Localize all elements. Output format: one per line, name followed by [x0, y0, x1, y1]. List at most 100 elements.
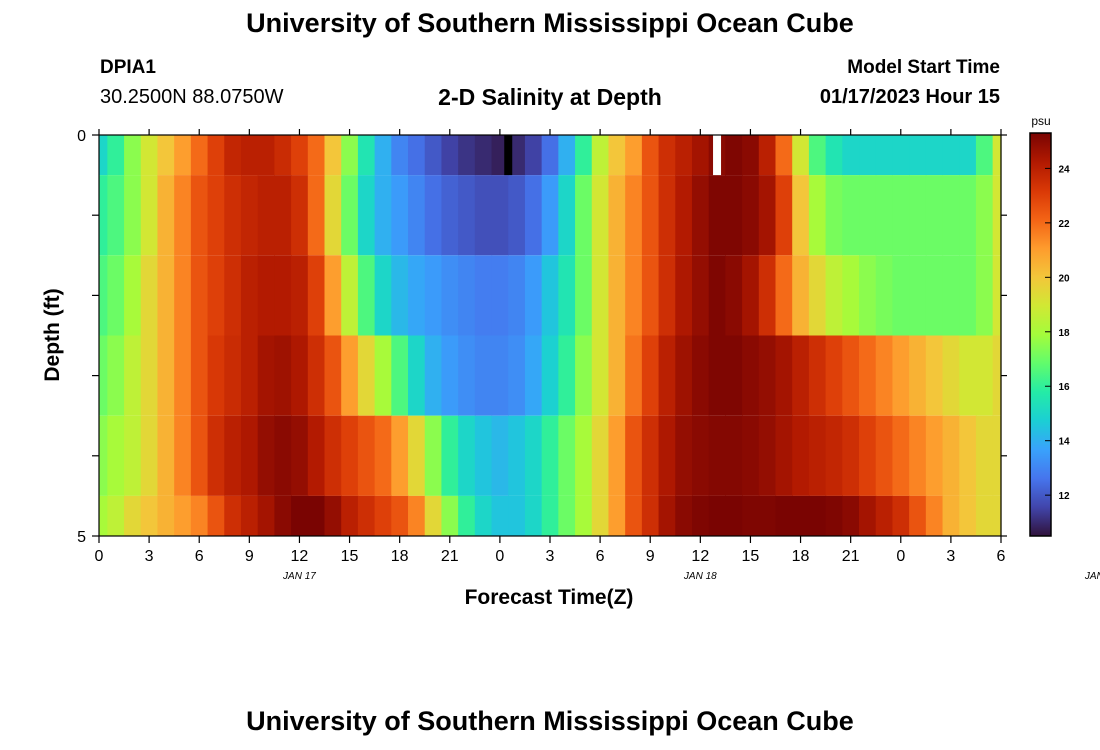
heatmap-cell	[842, 335, 860, 416]
heatmap-cell	[859, 335, 877, 416]
heatmap-cell	[875, 175, 894, 256]
heatmap-cell	[558, 135, 576, 176]
heatmap-cells	[99, 135, 1002, 536]
heatmap-cell	[575, 495, 593, 536]
heatmap-cell	[825, 135, 843, 176]
colorbar-tick-label: 24	[1058, 164, 1070, 175]
heatmap-cell	[541, 495, 559, 536]
heatmap-cell	[691, 255, 710, 336]
heatmap-cell	[641, 415, 660, 496]
heatmap-cell	[524, 175, 543, 256]
heatmap-cell	[257, 335, 275, 416]
heatmap-cell	[441, 255, 459, 336]
heatmap-cell	[892, 495, 910, 536]
heatmap-cell	[508, 415, 526, 496]
heatmap-cell	[842, 415, 860, 496]
heatmap-cell	[675, 175, 693, 256]
heatmap-cell	[424, 415, 443, 496]
heatmap-cell	[391, 335, 409, 416]
heatmap-cell	[975, 495, 994, 536]
heatmap-cell	[808, 495, 827, 536]
heatmap-cell	[775, 135, 793, 176]
heatmap-cell	[207, 495, 225, 536]
heatmap-cell	[742, 415, 760, 496]
heatmap-cell	[575, 175, 593, 256]
heatmap-cell	[357, 495, 376, 536]
heatmap-cell	[174, 175, 192, 256]
heatmap-cell	[992, 135, 1002, 176]
heatmap-cell	[541, 135, 559, 176]
heatmap-cell	[324, 415, 342, 496]
heatmap-cell	[658, 335, 676, 416]
x-tick-label: 15	[341, 548, 359, 565]
y-tick-label: 0	[77, 128, 86, 145]
heatmap-cell	[859, 495, 877, 536]
heatmap-cell	[124, 415, 142, 496]
heatmap-cell	[775, 335, 793, 416]
heatmap-cell	[207, 175, 225, 256]
heatmap-cell	[691, 175, 710, 256]
x-tick-label: 18	[792, 548, 810, 565]
heatmap-cell	[825, 495, 843, 536]
heatmap-cell	[207, 135, 225, 176]
heatmap-cell	[675, 335, 693, 416]
colorbar-gradient	[1029, 132, 1052, 537]
heatmap-cell	[157, 495, 175, 536]
heatmap-cell	[691, 335, 710, 416]
heatmap-cell	[140, 495, 159, 536]
x-tick-label: 6	[997, 548, 1006, 565]
heatmap-cell	[792, 495, 810, 536]
heatmap-cell	[391, 135, 409, 176]
heatmap-cell	[424, 255, 443, 336]
heatmap-cell	[441, 335, 459, 416]
heatmap-cell	[240, 135, 259, 176]
heatmap-cell	[424, 495, 443, 536]
heatmap-cell	[909, 135, 927, 176]
heatmap-cell	[240, 415, 259, 496]
heatmap-cell	[708, 495, 726, 536]
heatmap-cell	[775, 495, 793, 536]
heatmap-cell	[875, 335, 894, 416]
colorbar: psu 12 14 16 18 20 22 24	[1029, 114, 1070, 537]
heatmap-cell	[792, 335, 810, 416]
date-label: JAN 17	[282, 571, 316, 582]
heatmap-cell	[274, 335, 292, 416]
heatmap-cell	[491, 415, 509, 496]
heatmap-cell	[875, 255, 894, 336]
heatmap-cell	[107, 495, 125, 536]
heatmap-cell	[909, 255, 927, 336]
heatmap-cell	[608, 415, 626, 496]
heatmap-cell	[625, 255, 643, 336]
heatmap-cell	[374, 135, 392, 176]
heatmap-cell	[324, 495, 342, 536]
heatmap-cell	[558, 255, 576, 336]
heatmap-cell	[157, 335, 175, 416]
heatmap-cell	[925, 135, 944, 176]
heatmap-cell	[274, 175, 292, 256]
heatmap-cell	[391, 495, 409, 536]
heatmap-cell	[357, 335, 376, 416]
heatmap-cell	[474, 135, 493, 176]
heatmap-cell	[725, 335, 743, 416]
heatmap-cell	[992, 415, 1002, 496]
x-tick-label: 3	[946, 548, 955, 565]
heatmap-cell	[992, 175, 1002, 256]
x-tick-label: 21	[441, 548, 459, 565]
missing-data-marker	[504, 135, 513, 176]
colorbar-tick-label: 20	[1058, 273, 1070, 284]
heatmap-cell	[675, 255, 693, 336]
heatmap-cell	[99, 415, 108, 496]
heatmap-cell	[508, 495, 526, 536]
heatmap-cell	[174, 335, 192, 416]
heatmap-cell	[541, 335, 559, 416]
heatmap-cell	[190, 495, 209, 536]
heatmap-cell	[975, 335, 994, 416]
heatmap-cell	[675, 415, 693, 496]
heatmap-cell	[491, 335, 509, 416]
heatmap-cell	[892, 415, 910, 496]
heatmap-cell	[591, 495, 610, 536]
heatmap-cell	[591, 175, 610, 256]
heatmap-cell	[324, 335, 342, 416]
heatmap-cell	[291, 255, 309, 336]
heatmap-cell	[374, 495, 392, 536]
